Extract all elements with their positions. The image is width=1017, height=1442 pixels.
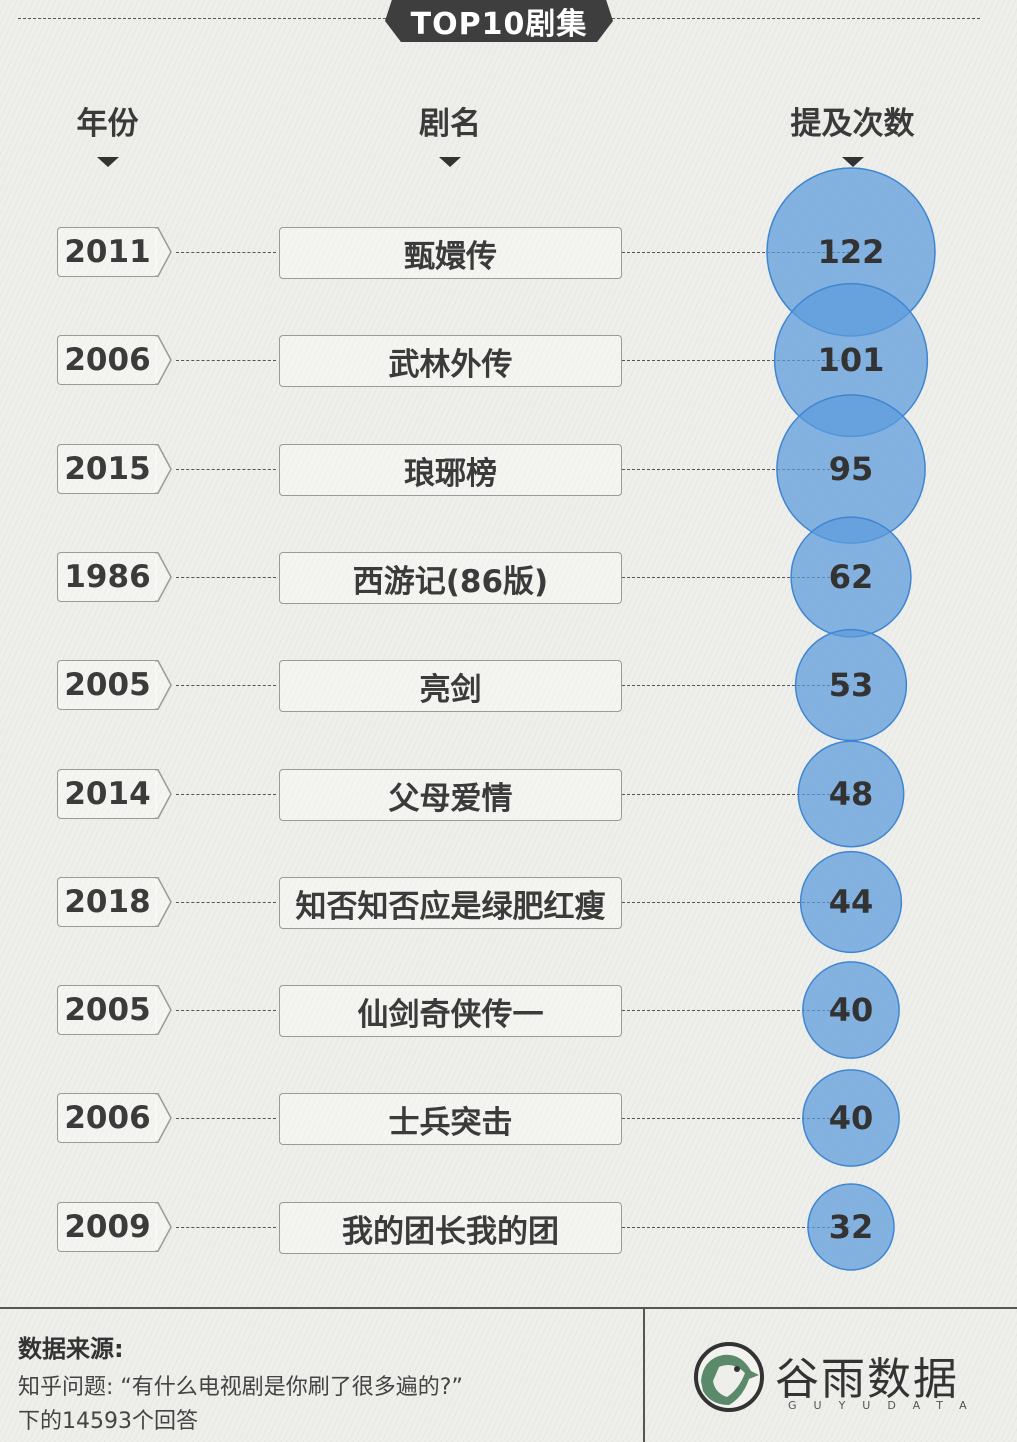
chart-title-bar: TOP10剧集 xyxy=(0,0,1017,42)
year-tag-tip xyxy=(155,877,172,927)
logo-name: 谷雨数据 xyxy=(775,1354,959,1405)
table-row: 2014 父母爱情 xyxy=(0,769,1017,823)
connector-line xyxy=(622,1227,850,1228)
connector-line xyxy=(622,469,850,470)
connector-line xyxy=(622,794,850,795)
connector-line xyxy=(176,469,276,470)
connector-line xyxy=(176,794,276,795)
source-line-2: 下的14593个回答 xyxy=(18,1409,198,1434)
header-name-label: 剧名 xyxy=(419,106,481,142)
year-cell: 2005 xyxy=(57,985,157,1035)
connector-line xyxy=(176,685,276,686)
connector-line xyxy=(176,360,276,361)
connector-line xyxy=(176,252,276,253)
logo-subtitle: GUYUDATA xyxy=(788,1399,984,1412)
year-cell: 2006 xyxy=(57,335,157,385)
footer: 数据来源: 知乎问题: “有什么电视剧是你刷了很多遍的?” 下的14593个回答… xyxy=(0,1307,1017,1442)
drama-name-cell: 父母爱情 xyxy=(279,769,622,821)
header-name: 剧名 xyxy=(400,98,500,167)
connector-line xyxy=(176,1118,276,1119)
header-year-label: 年份 xyxy=(76,106,139,142)
connector-line xyxy=(176,1010,276,1011)
year-tag-tip xyxy=(155,985,172,1035)
year-tag-tip xyxy=(155,769,172,819)
year-cell: 2018 xyxy=(57,877,157,927)
caret-down-icon xyxy=(96,157,119,167)
drama-name-cell: 亮剑 xyxy=(279,660,622,712)
year-cell: 2015 xyxy=(57,444,157,494)
table-row: 2006 士兵突击 xyxy=(0,1093,1017,1147)
header-count-label: 提及次数 xyxy=(790,106,915,142)
table-row: 2006 武林外传 xyxy=(0,335,1017,389)
year-cell: 2009 xyxy=(57,1202,157,1252)
table-row: 2018 知否知否应是绿肥红瘦 xyxy=(0,877,1017,931)
year-tag-tip xyxy=(155,552,172,602)
year-tag-tip xyxy=(155,1093,172,1143)
year-tag-tip xyxy=(155,335,172,385)
connector-line xyxy=(622,1118,850,1119)
year-cell: 2014 xyxy=(57,769,157,819)
source-line-1: 知乎问题: “有什么电视剧是你刷了很多遍的?” xyxy=(18,1375,463,1400)
connector-line xyxy=(622,577,850,578)
drama-name-cell: 甄嬛传 xyxy=(279,227,622,279)
connector-line xyxy=(176,577,276,578)
table-row: 1986 西游记(86版) xyxy=(0,552,1017,606)
caret-down-icon xyxy=(841,157,864,167)
year-cell: 1986 xyxy=(57,552,157,602)
chart-title: TOP10剧集 xyxy=(385,0,613,42)
year-tag-tip xyxy=(155,227,172,277)
drama-name-cell: 士兵突击 xyxy=(279,1093,622,1145)
connector-line xyxy=(622,902,850,903)
drama-name-cell: 西游记(86版) xyxy=(279,552,622,604)
year-tag-tip xyxy=(155,1202,172,1252)
connector-line xyxy=(622,252,850,253)
header-year: 年份 xyxy=(60,98,155,167)
drama-name-cell: 知否知否应是绿肥红瘦 xyxy=(279,877,622,929)
connector-line xyxy=(176,902,276,903)
connector-line xyxy=(622,685,850,686)
connector-line xyxy=(622,360,850,361)
header-count: 提及次数 xyxy=(780,98,925,167)
table-row: 2011 甄嬛传 xyxy=(0,227,1017,281)
year-cell: 2006 xyxy=(57,1093,157,1143)
table-row: 2005 仙剑奇侠传一 xyxy=(0,985,1017,1039)
connector-line xyxy=(622,1010,850,1011)
year-tag-tip xyxy=(155,660,172,710)
title-dash-right xyxy=(612,18,980,19)
year-cell: 2011 xyxy=(57,227,157,277)
drama-name-cell: 武林外传 xyxy=(279,335,622,387)
table-row: 2009 我的团长我的团 xyxy=(0,1202,1017,1256)
footer-divider xyxy=(643,1309,645,1442)
table-row: 2015 琅琊榜 xyxy=(0,444,1017,498)
title-dash-left xyxy=(18,18,386,19)
caret-down-icon xyxy=(439,157,461,167)
table-row: 2005 亮剑 xyxy=(0,660,1017,714)
connector-line xyxy=(176,1227,276,1228)
year-tag-tip xyxy=(155,444,172,494)
source-title: 数据来源: xyxy=(18,1335,124,1363)
drama-name-cell: 仙剑奇侠传一 xyxy=(279,985,622,1037)
drama-name-cell: 琅琊榜 xyxy=(279,444,622,496)
sparrow-logo-icon xyxy=(694,1342,764,1412)
year-cell: 2005 xyxy=(57,660,157,710)
drama-name-cell: 我的团长我的团 xyxy=(279,1202,622,1254)
